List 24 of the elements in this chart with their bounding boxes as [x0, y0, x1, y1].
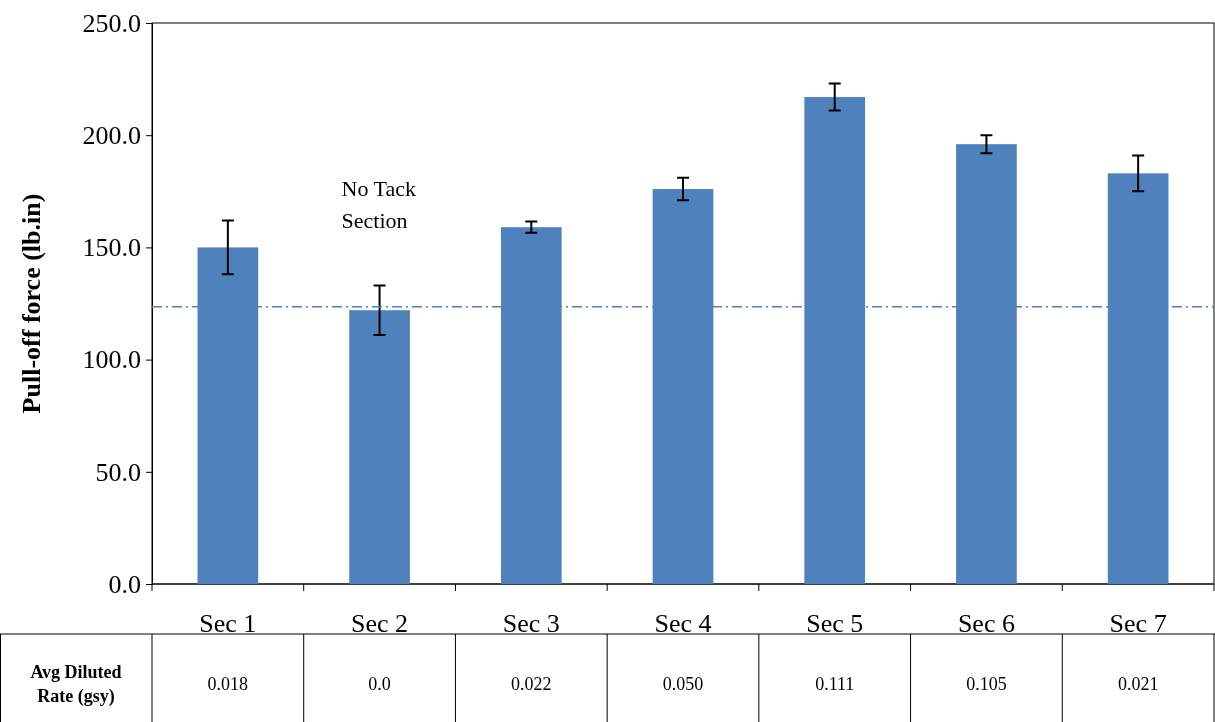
- y-tick-label: 50.0: [95, 457, 141, 487]
- x-tick-label: Sec 1: [199, 609, 257, 638]
- text: 0.021: [1117, 674, 1159, 694]
- x-tick-label: Sec 7: [1109, 609, 1167, 638]
- y-tick-label: 100.0: [82, 345, 141, 375]
- text: 0.105: [966, 674, 1007, 694]
- text: 0.022: [511, 674, 552, 694]
- text: 0.018: [207, 674, 249, 694]
- text: 0.111: [815, 674, 855, 694]
- annotation: No Tack Section: [341, 176, 416, 233]
- x-tick-label: Sec 6: [957, 609, 1015, 638]
- x-tick-label: Sec 5: [806, 609, 864, 638]
- text: 0.0: [368, 674, 391, 694]
- text: 0.050: [662, 674, 704, 694]
- x-tick-label: Sec 3: [502, 609, 560, 638]
- y-tick-label: 200.0: [82, 121, 141, 151]
- y-tick-label: 250.0: [82, 8, 141, 38]
- y-tick-label: 150.0: [82, 233, 141, 263]
- bar: [349, 310, 410, 584]
- text: Avg Diluted Rate (gsy): [30, 662, 122, 707]
- x-tick-label: Sec 2: [351, 609, 409, 638]
- x-tick-label: Sec 4: [654, 609, 712, 638]
- y-tick-label: 0.0: [108, 569, 141, 599]
- y-axis-title: Pull-off force (lb.in): [17, 193, 46, 414]
